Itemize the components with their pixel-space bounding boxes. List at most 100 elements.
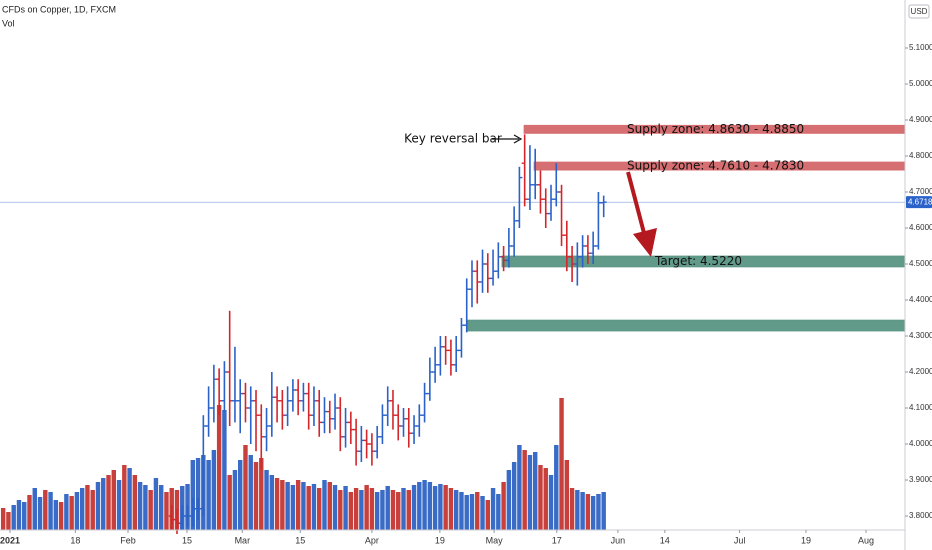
y-tick-label: 3.8000 [909,511,932,520]
volume-bar [548,475,554,530]
volume-bar [464,495,469,530]
zones: Supply zone: 4.8630 - 4.8850 Supply zone:… [467,122,906,332]
price-axis-bg [905,0,932,550]
target-arrow-head [633,228,657,257]
volume-bar [480,496,485,530]
volume-bar [496,494,501,530]
volume-bar [101,478,106,530]
y-tick-label: 4.1000 [909,403,932,412]
volume-bar [348,492,354,530]
annotation-text: Key reversal bar [404,132,502,146]
volume-bar [106,475,111,530]
volume-bar [411,485,417,530]
y-tick-label: 4.7000 [909,187,932,196]
volume-bar [227,475,232,530]
volume-bar [53,500,59,530]
x-tick-label: Jul [734,535,746,545]
volume-bar [390,490,396,530]
volume-bar [327,482,332,530]
volume-bar [137,482,143,530]
volume-bar [58,502,64,530]
x-tick-label: May [486,535,504,545]
volume-bar [311,484,317,530]
volume-bar [295,480,301,530]
volume-bar [64,494,69,530]
volume-bar [74,492,80,530]
volume-bar [490,488,496,530]
volume-bar [369,488,375,530]
volume-bar [475,492,480,530]
x-tick-label: Feb [120,535,136,545]
volume-bar [501,482,506,530]
y-tick-label: 4.4000 [909,295,932,304]
y-tick-label: 4.8000 [909,151,932,160]
volume-bar [459,492,464,530]
x-tick-label: 19 [435,535,445,545]
volume-bar [95,482,101,530]
volume-bar [396,492,401,530]
volume-bar [432,486,438,530]
volume-bar [317,488,322,530]
volume-bar [232,470,238,530]
volume-bar [85,485,90,530]
volume-bar [122,465,127,530]
volume-bar [6,512,11,530]
volume-bar [569,488,575,530]
y-tick-label: 4.0000 [909,439,932,448]
volume-bar [448,488,454,530]
volume-bar [353,488,359,530]
volume-bar [116,480,122,530]
volume-bar [243,445,248,530]
volume-bar [111,470,116,530]
volume-bar [153,478,159,530]
x-tick-label: Apr [365,535,379,545]
currency-box[interactable] [908,4,930,19]
volume-bar [443,485,448,530]
volume-bar [575,490,580,530]
volume-bar [485,500,491,530]
volume-bar [290,485,296,530]
volume-bar [37,497,43,530]
volume-bar [564,460,570,530]
volume-bar [401,488,406,530]
volume-bar [16,500,22,530]
volume-bar [195,458,201,530]
volume-bar [285,482,290,530]
volume-bar [306,486,311,530]
volume-bar [322,480,327,530]
volume-bar [580,492,585,530]
currency-label[interactable]: USD [911,7,928,16]
volume-bar [79,488,85,530]
x-tick-label: Jun [611,535,626,545]
volume-bar [422,480,427,530]
volume-bar [554,445,559,530]
y-tick-label: 3.9000 [909,475,932,484]
y-tick-label: 5.0000 [909,79,932,88]
volume-bar [364,485,369,530]
y-tick-label: 4.6000 [909,223,932,232]
volume-bar [427,482,433,530]
volume-bar [90,490,95,530]
volume-bar [48,492,53,530]
y-tick-label: 4.9000 [909,115,932,124]
volume-bar [132,475,138,530]
volume-bar [438,484,443,530]
volume-bar [517,445,522,530]
volume-bar [385,486,390,530]
y-tick-label: 4.2000 [909,367,932,376]
volume-bar [211,450,217,530]
volume-bar [259,458,264,530]
volume-bar [32,488,37,530]
x-tick-label: 19 [801,535,811,545]
volume-bar [301,482,306,530]
volume-bar [585,494,591,530]
volume-bar [543,468,548,530]
volume-bar [143,485,148,530]
volume-bar [253,462,259,530]
volume-bar [27,495,32,530]
zone [467,319,906,332]
volume-bar [127,468,132,530]
x-tick-label: 17 [552,535,562,545]
volume-bar [590,496,596,530]
